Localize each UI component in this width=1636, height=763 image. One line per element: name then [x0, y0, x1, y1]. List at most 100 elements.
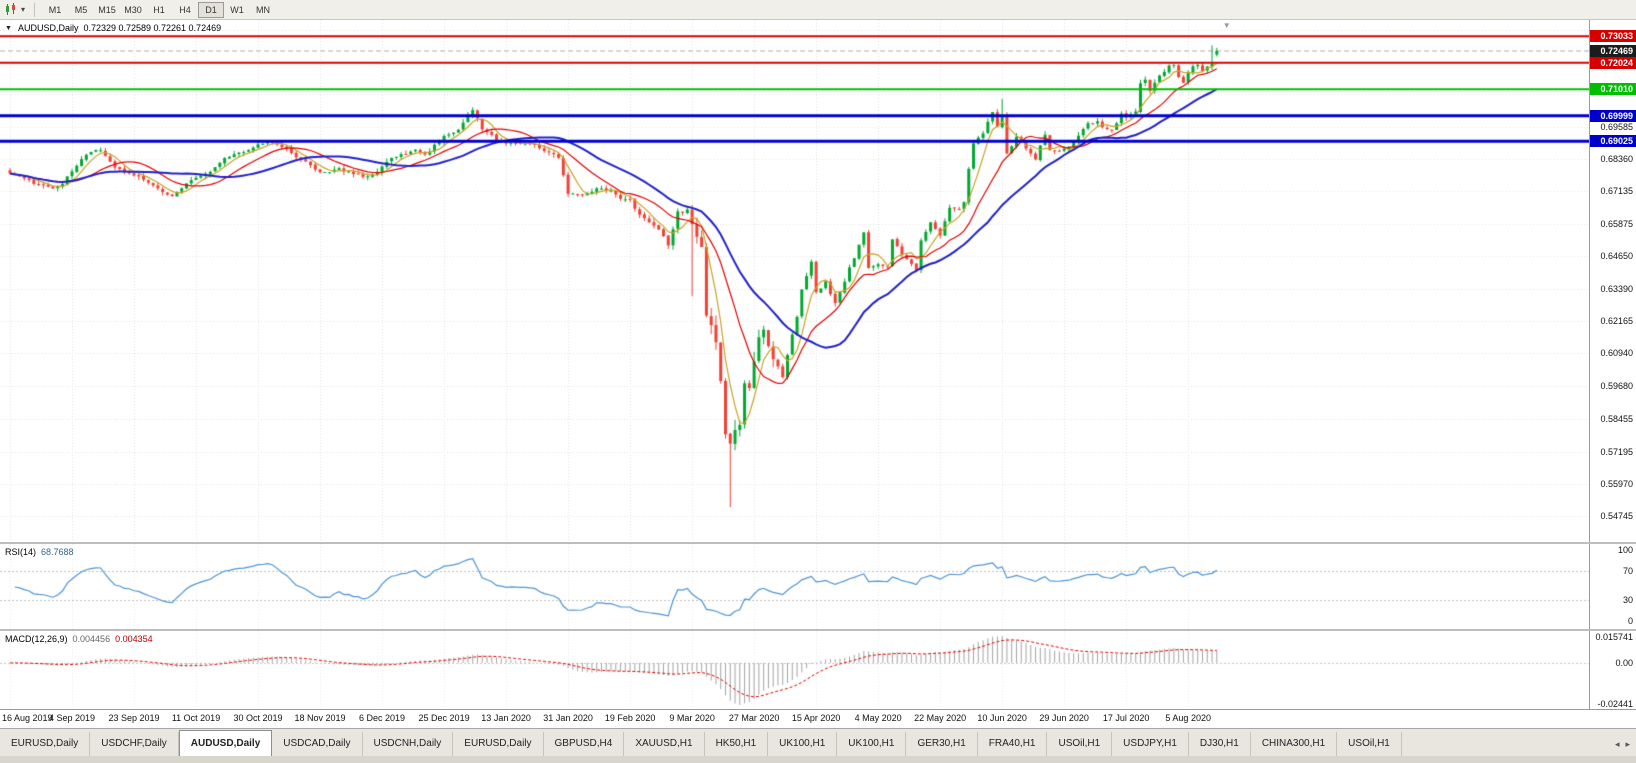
price-chart-canvas[interactable] — [0, 20, 1589, 542]
chart-tab-xauusd-h1[interactable]: XAUUSD,H1 — [624, 732, 705, 756]
time-axis-label: 5 Aug 2020 — [1165, 713, 1211, 723]
timeframe-button-m5[interactable]: M5 — [74, 4, 88, 15]
symbol-period-label: AUDUSD,Daily — [17, 23, 79, 33]
time-axis-label: 4 May 2020 — [854, 713, 902, 723]
price-axis-label: 0.55970 — [1600, 478, 1633, 489]
chart-tab-uk100-h1[interactable]: UK100,H1 — [768, 732, 838, 756]
rsi-value: 68.7688 — [41, 547, 74, 557]
time-axis-label: 23 Sep 2019 — [108, 713, 160, 723]
price-level-tag[interactable]: 0.72024 — [1590, 56, 1636, 69]
time-axis-label: 17 Jul 2020 — [1102, 713, 1150, 723]
chart-tab-uk100-h1[interactable]: UK100,H1 — [837, 732, 907, 756]
timeframe-toolbar: ▾ M1 M5 M15 M30 H1 H4 D1 W1 MN — [0, 0, 1636, 20]
time-axis-label: 22 May 2020 — [914, 713, 967, 723]
chart-tab-usdcnh-daily[interactable]: USDCNH,Daily — [362, 732, 454, 756]
macd-signal-value: 0.004354 — [115, 634, 153, 644]
tab-scroll-right-icon[interactable]: ▸ — [1625, 738, 1630, 749]
rsi-axis[interactable]: 100 70 30 0 — [1589, 544, 1636, 629]
price-axis-label: 0.64650 — [1600, 251, 1633, 262]
macd-axis-label: 0.015741 — [1595, 632, 1633, 642]
time-axis-label: 6 Dec 2019 — [359, 713, 406, 723]
rsi-axis-label: 70 — [1622, 566, 1633, 577]
price-chart-panel[interactable]: ▼ AUDUSD,Daily 0.72329 0.72589 0.72261 0… — [0, 20, 1636, 542]
price-axis-label: 0.67135 — [1600, 185, 1633, 196]
time-axis-label: 4 Sep 2019 — [48, 713, 96, 723]
price-level-tag[interactable]: 0.73033 — [1590, 30, 1636, 43]
rsi-label: RSI(14) — [5, 547, 37, 557]
chart-tab-china300-h1[interactable]: CHINA300,H1 — [1250, 732, 1338, 756]
tab-scroll-left-icon[interactable]: ◂ — [1614, 738, 1620, 749]
chart-tab-usdcad-daily[interactable]: USDCAD,Daily — [272, 732, 363, 756]
rsi-axis-label: 100 — [1617, 545, 1633, 555]
bid-price-tag[interactable]: 0.72469 — [1590, 44, 1636, 57]
price-axis-label: 0.68360 — [1600, 153, 1633, 164]
timeframe-button-mn[interactable]: MN — [256, 4, 271, 15]
time-axis-label: 27 Mar 2020 — [728, 713, 780, 723]
macd-axis-label: -0.02441 — [1597, 699, 1633, 709]
rsi-axis-label: 30 — [1622, 594, 1633, 605]
chart-tab-eurusd-daily[interactable]: EURUSD,Daily — [453, 732, 544, 756]
rsi-axis-label: 0 — [1627, 616, 1633, 626]
price-level-tag[interactable]: 0.69025 — [1590, 135, 1636, 148]
time-axis-label: 15 Apr 2020 — [791, 713, 841, 723]
rsi-indicator-panel[interactable]: RSI(14) 68.7688 100 70 30 0 — [0, 542, 1636, 631]
timeframe-button-w1[interactable]: W1 — [230, 4, 244, 15]
price-axis-label: 0.59680 — [1600, 381, 1633, 392]
macd-indicator-panel[interactable]: MACD(12,26,9) 0.004456 0.004354 0.015741… — [0, 629, 1636, 711]
chart-tab-bar: EURUSD,Daily USDCHF,Daily AUDUSD,Daily USDC… — [0, 728, 1636, 756]
price-level-tag[interactable]: 0.69999 — [1590, 109, 1636, 122]
macd-axis-label: 0.00 — [1615, 657, 1633, 668]
chart-tab-usdchf-daily[interactable]: USDCHF,Daily — [90, 732, 179, 756]
chart-shift-marker[interactable]: ▼ — [1222, 21, 1231, 30]
chart-tab-usdjpy-h1[interactable]: USDJPY,H1 — [1112, 732, 1189, 756]
time-axis-label: 16 Aug 2019 — [2, 713, 53, 723]
time-axis-label: 31 Jan 2020 — [543, 713, 593, 723]
time-axis-label: 11 Oct 2019 — [171, 713, 221, 723]
time-axis-label: 13 Jan 2020 — [481, 713, 531, 723]
timeframe-button-h4[interactable]: H4 — [179, 4, 191, 15]
macd-title: MACD(12,26,9) 0.004456 0.004354 — [5, 634, 153, 644]
price-axis-label: 0.58455 — [1600, 413, 1633, 424]
rsi-canvas[interactable] — [0, 544, 1589, 631]
chart-tab-dj30-h1[interactable]: DJ30,H1 — [1188, 732, 1251, 756]
symbol-menu-icon[interactable]: ▼ — [5, 24, 12, 32]
time-axis[interactable]: 16 Aug 2019 4 Sep 2019 23 Sep 2019 11 Oct 2… — [0, 709, 1636, 728]
price-axis-label: 0.63390 — [1600, 284, 1633, 295]
chevron-down-icon[interactable]: ▾ — [21, 5, 26, 14]
timeframe-button-m1[interactable]: M1 — [48, 4, 62, 15]
macd-main-value: 0.004456 — [72, 634, 111, 644]
price-axis-label: 0.54745 — [1600, 510, 1633, 521]
macd-canvas[interactable] — [0, 631, 1589, 711]
timeframe-buttons: M1 M5 M15 M30 H1 H4 D1 W1 MN — [42, 1, 276, 18]
chart-title: ▼ AUDUSD,Daily 0.72329 0.72589 0.72261 0… — [5, 23, 221, 33]
ohlc-values: 0.72329 0.72589 0.72261 0.72469 — [83, 23, 222, 33]
price-axis[interactable]: 0.69585 0.68360 0.67135 0.65875 0.64650 0.633… — [1589, 20, 1636, 542]
timeframe-button-m30[interactable]: M30 — [124, 4, 142, 15]
chart-tab-usoil-h1[interactable]: USOil,H1 — [1047, 732, 1113, 756]
chart-tab-ger30-h1[interactable]: GER30,H1 — [906, 732, 978, 756]
time-axis-label: 19 Feb 2020 — [604, 713, 656, 723]
price-axis-label: 0.57195 — [1600, 446, 1633, 457]
price-axis-label: 0.60940 — [1600, 348, 1633, 359]
timeframe-button-m15[interactable]: M15 — [98, 4, 116, 15]
toolbar-separator — [34, 2, 36, 17]
macd-axis[interactable]: 0.015741 0.00 -0.02441 — [1589, 631, 1636, 709]
time-axis-label: 30 Oct 2019 — [233, 713, 283, 723]
timeframe-button-h1[interactable]: H1 — [153, 4, 165, 15]
time-axis-label: 29 Jun 2020 — [1039, 713, 1089, 723]
timeframe-button-d1[interactable]: D1 — [198, 1, 225, 18]
chart-tab-hk50-h1[interactable]: HK50,H1 — [704, 732, 769, 756]
time-axis-label: 18 Nov 2019 — [294, 713, 346, 723]
chart-tab-eurusd-daily[interactable]: EURUSD,Daily — [0, 732, 91, 756]
chart-tab-gbpusd-h4[interactable]: GBPUSD,H4 — [543, 732, 625, 756]
price-axis-label: 0.65875 — [1600, 218, 1633, 229]
price-axis-label: 0.69585 — [1600, 121, 1633, 132]
macd-label: MACD(12,26,9) — [5, 634, 68, 644]
candlestick-chart-icon[interactable] — [4, 3, 18, 16]
chart-tab-usoil-h1[interactable]: USOil,H1 — [1337, 732, 1402, 756]
time-axis-label: 9 Mar 2020 — [669, 713, 715, 723]
chart-tab-fra40-h1[interactable]: FRA40,H1 — [977, 732, 1048, 756]
chart-tab-audusd-daily[interactable]: AUDUSD,Daily — [178, 730, 273, 756]
price-level-tag[interactable]: 0.71010 — [1590, 83, 1636, 96]
time-axis-label: 10 Jun 2020 — [977, 713, 1027, 723]
